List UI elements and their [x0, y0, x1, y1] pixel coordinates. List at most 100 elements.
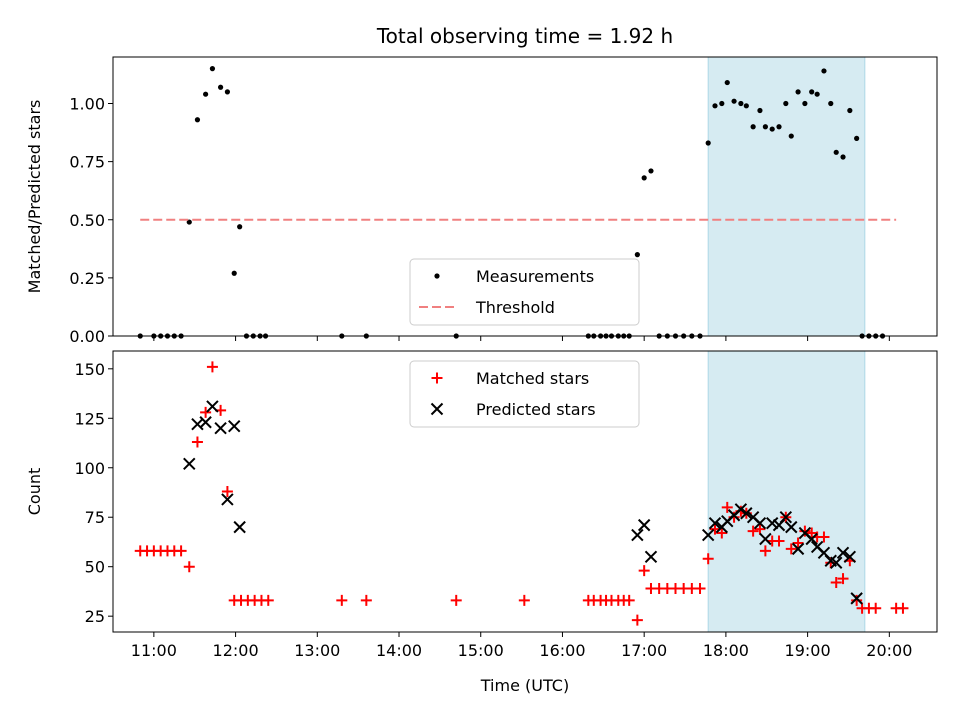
matched-point: [518, 594, 530, 606]
measurement-point: [743, 103, 749, 109]
measurement-point: [833, 149, 839, 155]
matched-point: [897, 602, 909, 614]
x-tick-label: 17:00: [621, 641, 667, 660]
predicted-point: [836, 546, 850, 560]
chart-title: Total observing time = 1.92 h: [376, 24, 673, 48]
x-tick-label: 12:00: [213, 641, 259, 660]
y-tick-label: 125: [74, 409, 105, 428]
y-tick-label: 0.25: [69, 269, 105, 288]
predicted-point: [644, 550, 658, 564]
matched-point: [200, 406, 212, 418]
x-tick-label: 19:00: [785, 641, 831, 660]
measurement-point: [648, 168, 654, 174]
predicted-point: [753, 516, 767, 530]
predicted-point: [805, 532, 818, 546]
matched-point: [336, 594, 348, 606]
predicted-point: [740, 507, 753, 520]
measurement-point: [719, 100, 725, 107]
measurement-point: [783, 100, 789, 107]
legend-box: [409, 258, 640, 326]
measurement-point: [821, 68, 827, 74]
y-tick-label: 75: [85, 508, 105, 527]
y-tick-label: 0.50: [69, 211, 105, 230]
matched-point: [785, 543, 797, 555]
measurement-point: [186, 219, 192, 225]
predicted-point: [183, 457, 196, 471]
predicted-point: [785, 520, 798, 534]
measurement-point: [854, 135, 860, 141]
measurement-point: [847, 107, 853, 114]
x-axis-label: Time (UTC): [480, 676, 569, 695]
matched-point: [631, 614, 643, 626]
y-tick-label: 150: [74, 360, 105, 379]
y-axis-label: Count: [25, 468, 44, 516]
measurement-point: [237, 224, 243, 230]
predicted-point: [631, 528, 644, 542]
legend-marker-predicted: [430, 402, 444, 416]
x-tick-label: 13:00: [294, 641, 340, 660]
measurement-point: [795, 89, 801, 95]
legend-marker-matched: [431, 372, 443, 384]
predicted-point: [850, 592, 863, 605]
measurement-point: [809, 89, 815, 95]
predicted-point: [228, 419, 241, 433]
matched-point: [870, 602, 882, 614]
legend-label: Matched stars: [476, 369, 589, 388]
measurement-point: [814, 91, 820, 97]
y-tick-label: 100: [74, 459, 105, 478]
matched-point: [206, 361, 218, 373]
x-tick-label: 18:00: [703, 641, 749, 660]
measurement-point: [231, 270, 237, 276]
y-tick-label: 1.00: [69, 95, 105, 114]
bottom-axes: 25 50 75 100 125 150 11:00 12:00 13:00 14:00 15:00…: [25, 350, 938, 695]
measurement-point: [738, 100, 744, 107]
predicted-point: [206, 400, 219, 413]
matched-point: [818, 531, 830, 543]
measurement-point: [641, 175, 647, 181]
matched-point: [716, 527, 728, 539]
matched-point: [837, 573, 849, 585]
y-tick-label: 25: [85, 607, 105, 626]
predicted-point: [734, 503, 748, 516]
predicted-point: [708, 516, 722, 530]
measurement-point: [802, 100, 808, 107]
predicted-point: [779, 511, 793, 524]
measurement-point: [776, 124, 782, 130]
axes-frame: [112, 56, 938, 337]
measurement-point: [194, 117, 201, 123]
matched-point: [721, 501, 733, 513]
matched-point: [825, 557, 837, 569]
highlight-span: [707, 56, 866, 337]
matched-point: [799, 525, 811, 537]
predicted-point: [759, 532, 772, 546]
measurement-point: [731, 98, 737, 104]
predicted-point: [191, 418, 204, 431]
matched-point: [183, 561, 195, 573]
y-tick-label: 0.75: [69, 153, 105, 172]
predicted-point: [791, 542, 805, 556]
measurement-point: [788, 133, 794, 139]
x-tick-label: 16:00: [539, 641, 585, 660]
legend-label: Predicted stars: [476, 400, 596, 419]
predicted-point: [214, 421, 227, 435]
measurement-point: [634, 252, 640, 258]
matched-point: [262, 594, 274, 606]
predicted-point: [233, 520, 246, 534]
matched-point: [450, 594, 462, 606]
legend-box: [409, 360, 640, 428]
predicted-point: [637, 518, 651, 532]
matched-point: [360, 594, 372, 606]
matched-point: [773, 535, 785, 547]
matched-point: [792, 537, 804, 549]
legend-label: Threshold: [475, 298, 555, 317]
measurement-point: [769, 126, 775, 132]
matched-point: [747, 525, 759, 537]
matched-point: [702, 553, 714, 565]
predicted-point: [843, 550, 857, 564]
y-tick-label: 0.00: [69, 327, 105, 346]
matched-point: [221, 486, 233, 497]
top-axes: 0.00 0.25 0.50 0.75 1.00 Matched/Predicted st…: [25, 24, 938, 346]
y-axis-label: Matched/Predicted stars: [25, 100, 44, 294]
measurement-point: [209, 66, 216, 72]
